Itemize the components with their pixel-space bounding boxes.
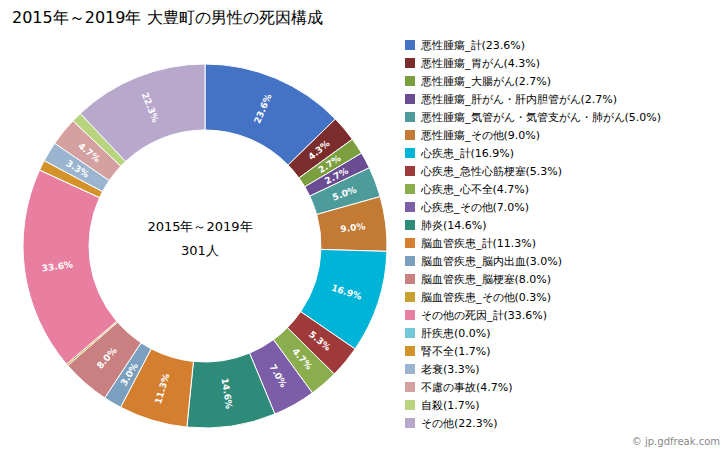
html-text:その他(22.3%): その他(22.3%) — [421, 416, 498, 430]
svg-text:2.7%: 2.7% — [323, 166, 350, 187]
svg-text:22.3%: 22.3% — [140, 91, 161, 124]
svg-text:4.7%: 4.7% — [290, 346, 314, 371]
svg-text:4.7%: 4.7% — [76, 141, 102, 164]
svg-text:14.6%: 14.6% — [220, 377, 234, 409]
html-text:2015年～2019年 大豊町の男性の死因構成: 2015年～2019年 大豊町の男性の死因構成 — [12, 8, 323, 27]
svg-text:33.6%: 33.6% — [41, 259, 73, 273]
svg-text:7.0%: 7.0% — [268, 363, 289, 390]
svg-text:2.7%: 2.7% — [316, 153, 343, 176]
html-text:2015年～2019年: 2015年～2019年 — [147, 219, 253, 234]
svg-text:3.3%: 3.3% — [64, 158, 91, 179]
html-text:肺炎(14.6%): 肺炎(14.6%) — [421, 218, 487, 232]
html-text:自殺(1.7%): 自殺(1.7%) — [421, 398, 480, 412]
svg-text:5.0%: 5.0% — [331, 185, 358, 203]
html-text:301人: 301人 — [181, 243, 219, 258]
html-text:脳血管疾患_脳内出血(3.0%): 脳血管疾患_脳内出血(3.0%) — [421, 254, 562, 268]
html-text:心疾患_心不全(4.7%): 心疾患_心不全(4.7%) — [421, 182, 529, 196]
svg-text:16.9%: 16.9% — [330, 283, 363, 302]
html-text:悪性腫瘍_肝がん・肝内胆管がん(2.7%): 悪性腫瘍_肝がん・肝内胆管がん(2.7%) — [421, 92, 617, 106]
html-text:© jp.gdfreak.com: © jp.gdfreak.com — [631, 436, 720, 447]
html-text:悪性腫瘍_大腸がん(2.7%): 悪性腫瘍_大腸がん(2.7%) — [421, 74, 551, 88]
svg-text:4.3%: 4.3% — [306, 138, 332, 162]
html-text:腎不全(1.7%): 腎不全(1.7%) — [421, 344, 491, 358]
svg-text:9.0%: 9.0% — [340, 221, 366, 234]
html-text:心疾患_計(16.9%): 心疾患_計(16.9%) — [421, 146, 514, 160]
html-text:老衰(3.3%): 老衰(3.3%) — [421, 362, 480, 376]
html-text:悪性腫瘍_気管がん・気管支がん・肺がん(5.0%): 悪性腫瘍_気管がん・気管支がん・肺がん(5.0%) — [421, 110, 661, 124]
html-text:悪性腫瘍_その他(9.0%): 悪性腫瘍_その他(9.0%) — [421, 128, 540, 142]
svg-text:3.0%: 3.0% — [119, 361, 140, 388]
svg-text:23.6%: 23.6% — [252, 92, 273, 125]
svg-text:11.3%: 11.3% — [153, 372, 172, 405]
html-text:脳血管疾患_脳梗塞(8.0%): 脳血管疾患_脳梗塞(8.0%) — [421, 272, 551, 286]
html-text:不慮の事故(4.7%): 不慮の事故(4.7%) — [421, 380, 513, 394]
html-text:脳血管疾患_計(11.3%): 脳血管疾患_計(11.3%) — [421, 236, 536, 250]
html-text:脳血管疾患_その他(0.3%): 脳血管疾患_その他(0.3%) — [421, 290, 551, 304]
html-text:心疾患_急性心筋梗塞(5.3%): 心疾患_急性心筋梗塞(5.3%) — [421, 164, 562, 178]
html-text:その他の死因_計(33.6%): その他の死因_計(33.6%) — [421, 308, 547, 322]
html-text:肝疾患(0.0%): 肝疾患(0.0%) — [421, 326, 491, 340]
svg-text:5.3%: 5.3% — [307, 329, 333, 353]
html-text:心疾患_その他(7.0%): 心疾患_その他(7.0%) — [421, 200, 529, 214]
html-text:悪性腫瘍_計(23.6%): 悪性腫瘍_計(23.6%) — [421, 38, 525, 52]
html-text:悪性腫瘍_胃がん(4.3%): 悪性腫瘍_胃がん(4.3%) — [421, 56, 540, 70]
svg-text:8.0%: 8.0% — [95, 345, 119, 370]
